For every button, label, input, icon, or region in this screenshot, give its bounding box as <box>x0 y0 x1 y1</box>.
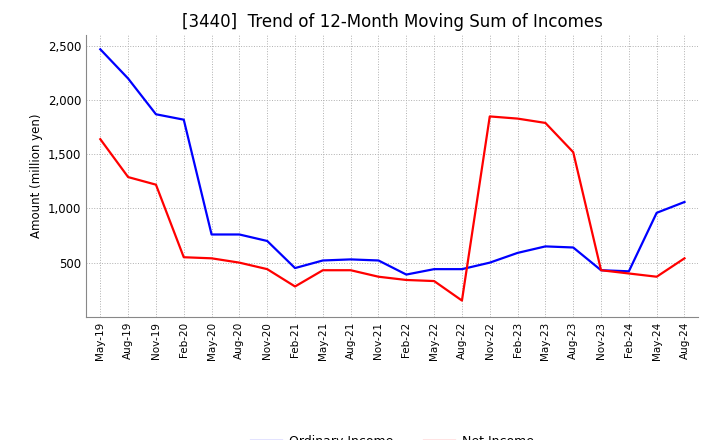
Net Income <box>624 271 633 276</box>
Net Income <box>291 284 300 289</box>
Ordinary Income <box>207 232 216 237</box>
Net Income <box>152 182 161 187</box>
Ordinary Income <box>458 267 467 272</box>
Net Income <box>569 150 577 155</box>
Net Income <box>541 120 550 125</box>
Net Income <box>263 267 271 272</box>
Ordinary Income <box>680 199 689 205</box>
Ordinary Income <box>402 272 410 277</box>
Ordinary Income <box>179 117 188 122</box>
Ordinary Income <box>235 232 243 237</box>
Legend: Ordinary Income, Net Income: Ordinary Income, Net Income <box>246 430 539 440</box>
Net Income <box>235 260 243 265</box>
Net Income <box>652 274 661 279</box>
Ordinary Income <box>513 250 522 256</box>
Net Income <box>374 274 383 279</box>
Ordinary Income <box>624 269 633 274</box>
Net Income <box>402 277 410 282</box>
Net Income <box>179 255 188 260</box>
Ordinary Income <box>346 257 355 262</box>
Line: Net Income: Net Income <box>100 117 685 301</box>
Ordinary Income <box>652 210 661 216</box>
Title: [3440]  Trend of 12-Month Moving Sum of Incomes: [3440] Trend of 12-Month Moving Sum of I… <box>182 13 603 31</box>
Net Income <box>96 136 104 142</box>
Net Income <box>680 256 689 261</box>
Y-axis label: Amount (million yen): Amount (million yen) <box>30 114 42 238</box>
Ordinary Income <box>541 244 550 249</box>
Net Income <box>318 268 327 273</box>
Ordinary Income <box>152 112 161 117</box>
Net Income <box>207 256 216 261</box>
Net Income <box>597 268 606 273</box>
Net Income <box>346 268 355 273</box>
Ordinary Income <box>291 265 300 271</box>
Ordinary Income <box>597 268 606 273</box>
Ordinary Income <box>263 238 271 244</box>
Ordinary Income <box>374 258 383 263</box>
Line: Ordinary Income: Ordinary Income <box>100 49 685 275</box>
Net Income <box>124 174 132 180</box>
Ordinary Income <box>485 260 494 265</box>
Net Income <box>485 114 494 119</box>
Net Income <box>430 279 438 284</box>
Ordinary Income <box>430 267 438 272</box>
Ordinary Income <box>124 76 132 81</box>
Ordinary Income <box>569 245 577 250</box>
Net Income <box>513 116 522 121</box>
Ordinary Income <box>318 258 327 263</box>
Ordinary Income <box>96 47 104 52</box>
Net Income <box>458 298 467 303</box>
